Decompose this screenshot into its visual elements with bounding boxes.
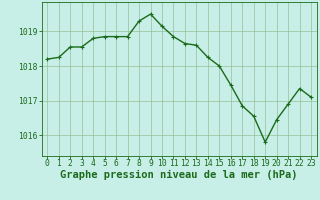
X-axis label: Graphe pression niveau de la mer (hPa): Graphe pression niveau de la mer (hPa) <box>60 170 298 180</box>
